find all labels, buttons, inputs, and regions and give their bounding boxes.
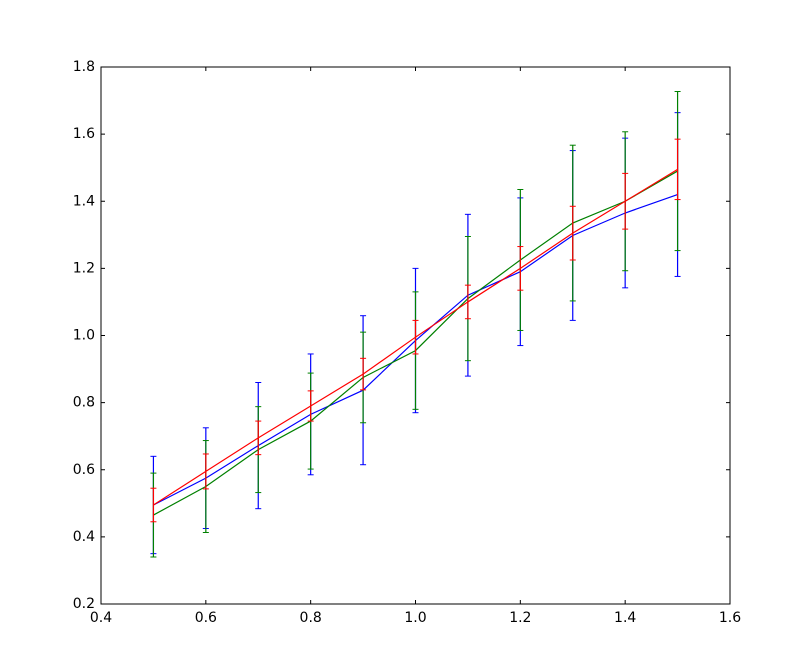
y-tick-label: 0.8 <box>73 395 95 411</box>
y-tick-label: 1.8 <box>73 59 95 75</box>
y-tick-label: 0.2 <box>73 596 95 612</box>
x-tick-label: 0.6 <box>195 610 217 626</box>
y-tick-label: 0.6 <box>73 462 95 478</box>
x-tick-label: 0.8 <box>300 610 322 626</box>
y-tick-label: 1.0 <box>73 328 95 344</box>
y-tick-label: 1.6 <box>73 126 95 142</box>
series-line <box>153 168 678 506</box>
x-tick-label: 1.2 <box>509 610 531 626</box>
y-tick-label: 0.4 <box>73 529 95 545</box>
x-tick-label: 1.4 <box>614 610 636 626</box>
x-tick-label: 0.4 <box>90 610 112 626</box>
x-tick-label: 1.6 <box>719 610 741 626</box>
y-tick-label: 1.4 <box>73 193 95 209</box>
x-tick-label: 1.0 <box>404 610 426 626</box>
y-tick-label: 1.2 <box>73 260 95 276</box>
